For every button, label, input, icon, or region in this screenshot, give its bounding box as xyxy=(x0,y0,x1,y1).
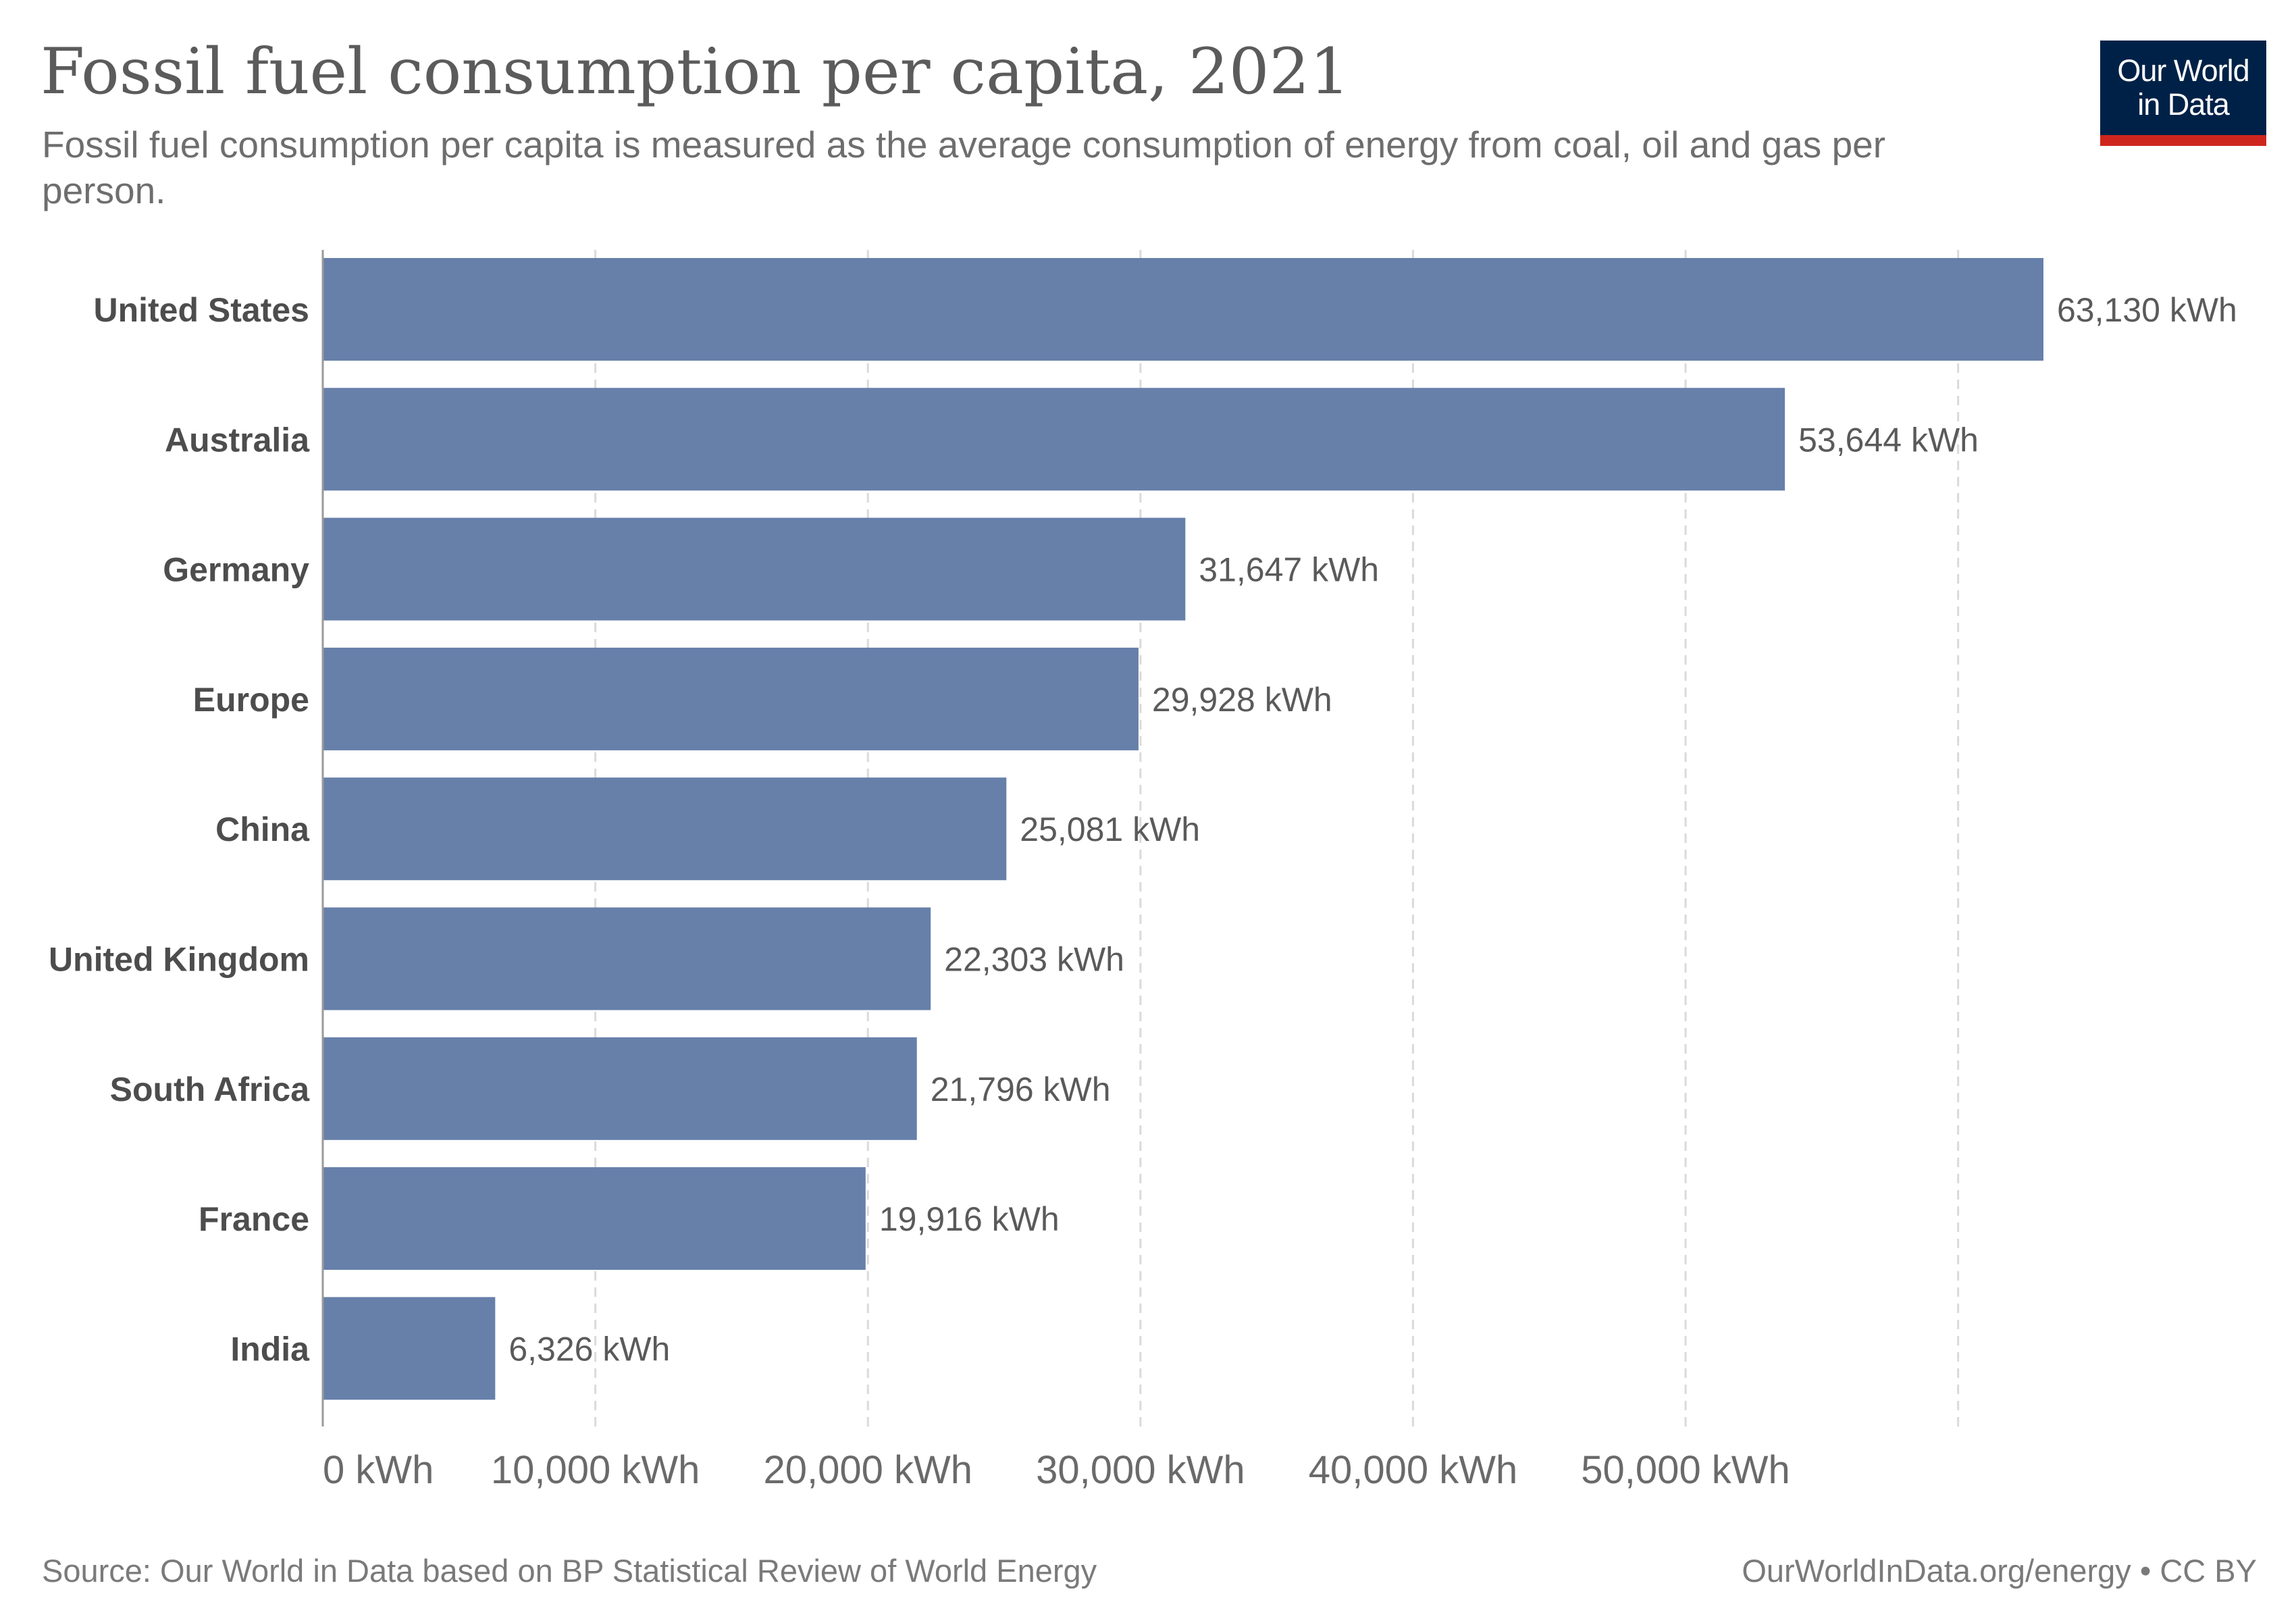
source-note[interactable]: Source: Our World in Data based on BP St… xyxy=(42,1553,1097,1589)
category-label: Australia xyxy=(165,421,310,459)
value-label: 22,303 kWh xyxy=(944,941,1124,979)
x-tick-label: 10,000 kWh xyxy=(491,1448,700,1492)
value-label: 31,647 kWh xyxy=(1199,551,1379,589)
value-label: 6,326 kWh xyxy=(508,1330,670,1368)
bar[interactable] xyxy=(323,777,1007,881)
value-label: 29,928 kWh xyxy=(1152,681,1332,719)
bar[interactable] xyxy=(323,1167,866,1270)
bar[interactable] xyxy=(323,517,1186,621)
x-axis: 0 kWh 10,000 kWh 20,000 kWh 30,000 kWh 40,00… xyxy=(321,250,1790,1492)
chart-subtitle: Fossil fuel consumption per capita is me… xyxy=(42,124,1886,211)
category-label: United States xyxy=(93,291,309,329)
category-label: South Africa xyxy=(110,1071,311,1108)
x-tick-label: 0 kWh xyxy=(323,1448,434,1492)
category-label: China xyxy=(215,810,310,848)
bar[interactable] xyxy=(323,1297,496,1400)
value-label: 19,916 kWh xyxy=(879,1200,1060,1238)
category-label: France xyxy=(199,1200,309,1238)
bars: United States 63,130 kWh Australia 53,644 k… xyxy=(49,258,2237,1400)
value-label: 63,130 kWh xyxy=(2057,291,2237,329)
value-label: 25,081 kWh xyxy=(1020,810,1200,848)
bar[interactable] xyxy=(323,907,931,1010)
bar-chart: United States 63,130 kWh Australia 53,644 k… xyxy=(49,250,2237,1492)
bar[interactable] xyxy=(323,258,2043,361)
bar[interactable] xyxy=(323,647,1139,750)
chart-title: Fossil fuel consumption per capita, 2021 xyxy=(41,35,1351,109)
category-label: Europe xyxy=(193,681,309,719)
logo-line-2: in Data xyxy=(2137,87,2230,122)
x-tick-label: 30,000 kWh xyxy=(1036,1448,1245,1492)
bar[interactable] xyxy=(323,1037,917,1140)
value-label: 21,796 kWh xyxy=(931,1071,1111,1108)
owid-logo[interactable]: Our World in Data xyxy=(2100,41,2266,146)
category-label: Germany xyxy=(163,551,309,589)
category-label: India xyxy=(230,1330,310,1368)
value-label: 53,644 kWh xyxy=(1798,421,1979,459)
x-tick-label: 20,000 kWh xyxy=(763,1448,972,1492)
x-tick-label: 40,000 kWh xyxy=(1309,1448,1518,1492)
category-label: United Kingdom xyxy=(49,941,309,979)
x-tick-label: 50,000 kWh xyxy=(1581,1448,1790,1492)
logo-line-1: Our World xyxy=(2117,53,2249,88)
bar[interactable] xyxy=(323,388,1785,491)
license-link[interactable]: OurWorldInData.org/energy • CC BY xyxy=(1742,1553,2257,1589)
